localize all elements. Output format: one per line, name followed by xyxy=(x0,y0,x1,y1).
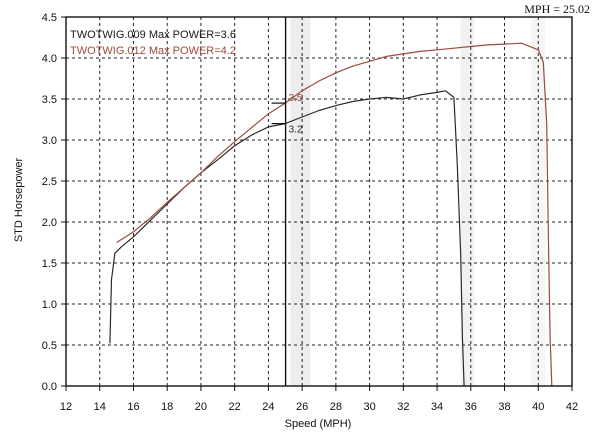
x-tick-label: 16 xyxy=(127,401,139,413)
x-tick-label: 36 xyxy=(465,401,477,413)
scan-shade-band xyxy=(290,17,311,386)
x-tick-label: 34 xyxy=(431,401,443,413)
y-tick-label: 3.0 xyxy=(42,135,57,147)
x-tick-label: 14 xyxy=(94,401,106,413)
grid xyxy=(66,17,572,386)
speed-readout: MPH = 25.02 xyxy=(524,2,590,16)
x-tick-label: 40 xyxy=(532,401,544,413)
x-tick-label: 28 xyxy=(330,401,342,413)
y-axis-title: STD Horsepower xyxy=(13,157,25,242)
x-tick-label: 42 xyxy=(566,401,578,413)
y-tick-label: 0.0 xyxy=(42,381,57,393)
y-tick-label: 3.5 xyxy=(42,94,57,106)
y-tick-label: 2.5 xyxy=(42,176,57,188)
x-axis-title: Speed (MPH) xyxy=(285,418,352,430)
series-line-twotwig-009 xyxy=(109,90,465,387)
scan-shade-band xyxy=(531,17,546,386)
speed-cursor[interactable]: 3.2 3.5 xyxy=(271,17,303,386)
y-tick-label: 4.5 xyxy=(42,12,57,24)
x-tick-label: 12 xyxy=(60,401,72,413)
series-lines xyxy=(109,42,553,387)
legend-entry-twotwig-009: TWOTWIG.009 Max POWER=3.6 xyxy=(70,29,236,41)
x-tick-label: 20 xyxy=(195,401,207,413)
axes: 12 14 16 18 20 22 24 26 28 30 32 34 36 38 40 42 0.0 0.5 1.… xyxy=(42,12,578,413)
x-tick-label: 18 xyxy=(161,401,173,413)
y-tick-label: 4.0 xyxy=(42,53,57,65)
series-line-twotwig-012 xyxy=(116,42,553,387)
x-tick-label: 24 xyxy=(262,401,274,413)
x-tick-label: 38 xyxy=(498,401,510,413)
y-tick-label: 0.5 xyxy=(42,340,57,352)
y-tick-label: 1.0 xyxy=(42,299,57,311)
x-tick-label: 22 xyxy=(229,401,241,413)
x-tick-label: 30 xyxy=(363,401,375,413)
x-tick-label: 32 xyxy=(397,401,409,413)
y-tick-label: 1.5 xyxy=(42,258,57,270)
cursor-value-label: 3.5 xyxy=(289,93,303,104)
y-tick-label: 2.0 xyxy=(42,217,57,229)
plot-frame xyxy=(65,16,573,387)
legend-entry-twotwig-012: TWOTWIG.012 Max POWER=4.2 xyxy=(70,45,236,57)
cursor-value-label: 3.2 xyxy=(289,125,303,136)
scan-background xyxy=(290,17,546,386)
x-tick-label: 26 xyxy=(296,401,308,413)
